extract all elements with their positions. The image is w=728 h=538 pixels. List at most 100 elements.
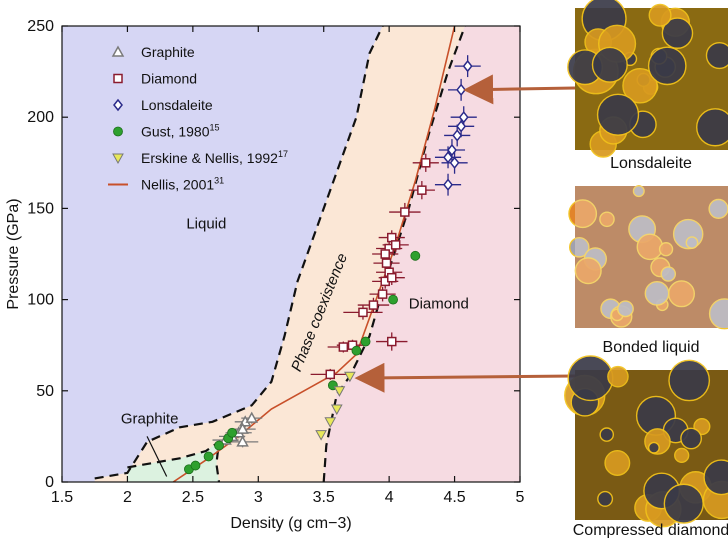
panel-caption: Bonded liquid xyxy=(603,339,700,356)
data-point-square xyxy=(417,185,427,195)
arrows xyxy=(354,74,576,393)
y-tick-label: 0 xyxy=(45,474,54,491)
panel-atom xyxy=(622,67,658,104)
side-panel-0: Lonsdaleite xyxy=(567,0,728,172)
legend-label: Graphite xyxy=(141,44,195,60)
data-point-triangle-down xyxy=(344,371,356,383)
data-point-diamond xyxy=(446,143,457,157)
legend-label: Erskine & Nellis, 199217 xyxy=(141,149,288,166)
legend-ref: 31 xyxy=(214,176,224,186)
data-point-square xyxy=(338,342,349,352)
panel-atom xyxy=(591,46,628,83)
panel-atom xyxy=(661,17,694,49)
data-point-diamond xyxy=(462,59,473,73)
data-point-circle xyxy=(203,451,214,462)
legend-marker-triangle xyxy=(111,45,125,57)
region-label: Graphite xyxy=(121,411,179,428)
panel-haze xyxy=(575,186,728,328)
panel-atom xyxy=(696,108,728,147)
x-tick-label: 1.5 xyxy=(51,489,73,506)
panel-caption: Lonsdaleite xyxy=(610,155,692,172)
panel-atom xyxy=(569,237,590,258)
legend-marker-diamond xyxy=(113,98,123,112)
data-point-square xyxy=(325,369,336,380)
panel-atom xyxy=(663,483,704,524)
plot-frame xyxy=(61,25,521,483)
graphite-label-pointer xyxy=(146,436,168,477)
panel-atom xyxy=(674,447,690,464)
x-tick-label: 2.5 xyxy=(182,489,204,506)
legend-ref: 15 xyxy=(210,123,220,133)
legend: Graphite Diamond Lonsdaleite Gust, 198015 Er… xyxy=(108,44,288,193)
panel-atom xyxy=(597,490,614,507)
panel-atom xyxy=(632,185,645,198)
data-point-square xyxy=(368,300,379,310)
data-point-diamond xyxy=(452,129,463,142)
legend-marker-circle xyxy=(113,126,123,137)
region-label: Diamond xyxy=(409,296,469,313)
y-tick-label: 150 xyxy=(27,200,54,217)
data-point-square xyxy=(387,272,397,283)
data-point-square xyxy=(358,307,368,318)
data-point-square xyxy=(421,158,431,168)
data-point-circle xyxy=(410,250,421,261)
data-point-diamond xyxy=(449,156,460,170)
graphite-boundary xyxy=(127,439,221,482)
data-point-circle xyxy=(214,440,224,451)
data-point-diamond xyxy=(443,151,453,164)
data-point-square xyxy=(380,249,390,259)
coexistence-region xyxy=(94,26,465,482)
panel-atom xyxy=(705,41,728,70)
data-point-diamond xyxy=(443,178,453,191)
side-panel-1: Bonded liquid xyxy=(568,185,728,356)
legend-label: Nellis, 200131 xyxy=(141,176,224,193)
panel-atom xyxy=(604,450,631,476)
arrow-lonsdaleite xyxy=(463,74,576,105)
y-tick-label: 200 xyxy=(27,109,54,126)
y-axis-title: Pressure (GPa) xyxy=(5,198,22,309)
panel-atom xyxy=(680,427,703,450)
panel-atom xyxy=(567,355,614,402)
data-point-square xyxy=(400,207,410,217)
legend-ref: 17 xyxy=(278,149,288,159)
data-point-circle xyxy=(190,460,201,471)
panel-atom xyxy=(660,266,677,282)
panel-atom xyxy=(647,441,660,454)
side-panel-2: Compressed diamond xyxy=(564,355,728,538)
panel-atom xyxy=(668,359,711,402)
panel-atom xyxy=(617,300,634,318)
data-point-circle xyxy=(360,336,371,347)
panel-atom xyxy=(596,93,640,136)
x-axis-title: Density (g cm−3) xyxy=(230,515,351,532)
x-tick-label: 3 xyxy=(254,489,263,506)
data-point-triangle xyxy=(236,435,249,447)
data-point-triangle xyxy=(245,411,259,423)
legend-label: Lonsdaleite xyxy=(141,97,213,113)
data-point-square xyxy=(381,258,392,268)
legend-label: Gust, 198015 xyxy=(141,123,220,140)
y-tick-label: 50 xyxy=(36,383,54,400)
x-tick-label: 2 xyxy=(123,489,132,506)
y-tick-label: 100 xyxy=(27,292,54,309)
data-point-circle xyxy=(388,294,398,305)
arrow-compressed xyxy=(354,362,576,393)
panel-atom xyxy=(599,211,615,228)
data-point-circle xyxy=(351,345,362,356)
legend-marker-triangle-down xyxy=(112,153,124,165)
panel-atom xyxy=(703,459,728,496)
y-tick-label: 250 xyxy=(27,18,54,35)
legend-label: Diamond xyxy=(141,71,197,87)
panel-atom xyxy=(708,298,728,330)
x-tick-label: 4.5 xyxy=(443,489,465,506)
data-point-square xyxy=(377,289,388,299)
data-point-diamond xyxy=(456,120,467,133)
data-point-square xyxy=(390,240,401,250)
graphite-region xyxy=(127,441,219,482)
data-point-square xyxy=(387,336,397,347)
panel-atom xyxy=(574,257,602,285)
data-point-triangle-down xyxy=(315,430,327,441)
panel-atom xyxy=(647,46,687,86)
